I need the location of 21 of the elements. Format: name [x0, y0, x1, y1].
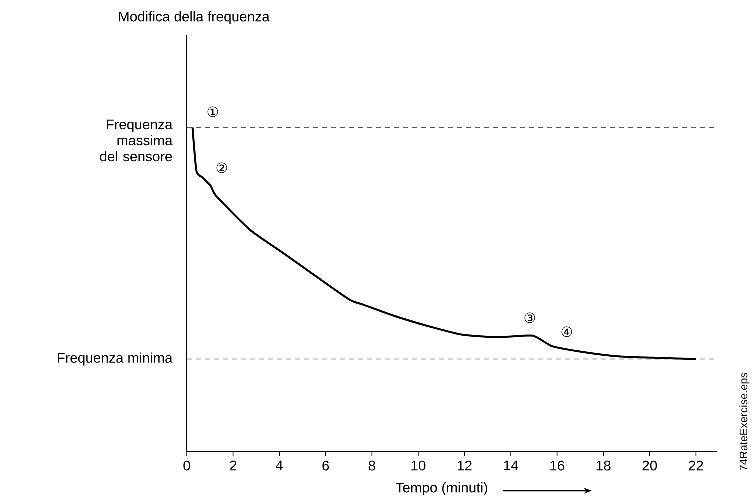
text: 74RateExercise.eps: [740, 373, 750, 471]
annotation: ②: [216, 162, 228, 174]
ref-line-label: Frequenza massima del sensore: [100, 120, 173, 162]
annotation: ④: [562, 326, 572, 338]
x-tick-label: 22: [689, 460, 704, 471]
x-tick-label: 6: [322, 460, 330, 471]
x-tick-label: 14: [504, 460, 518, 470]
x-tick-label: 12: [458, 460, 472, 471]
text: ①: [208, 106, 218, 118]
x-tick-label: 2: [230, 460, 236, 471]
x-tick-label: 10: [412, 460, 426, 471]
x-tick-label: 8: [368, 460, 376, 471]
x-tick-label: 18: [596, 460, 611, 471]
x-tick-label: 0: [184, 460, 190, 471]
x-tick-label: 16: [550, 460, 564, 471]
x-axis-title: Tempo (minuti): [396, 482, 488, 496]
x-tick-label: 4: [276, 460, 284, 470]
annotation: ③: [524, 312, 536, 324]
x-tick-label: 20: [642, 460, 658, 471]
ref-line-label: Frequenza minima: [58, 352, 173, 366]
text: Modifica della frequenza: [119, 11, 270, 25]
